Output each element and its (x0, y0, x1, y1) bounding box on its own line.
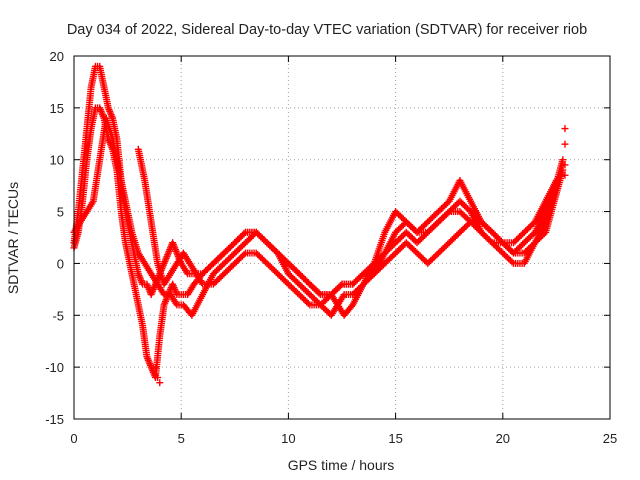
data-point (240, 230, 248, 238)
data-point (444, 209, 452, 217)
data-point (508, 258, 516, 266)
x-tick-label: 5 (178, 431, 185, 446)
series-track-D (134, 145, 560, 309)
data-point (559, 156, 567, 164)
y-tick-label: 15 (50, 101, 64, 116)
y-tick-label: -5 (52, 308, 64, 323)
x-tick-label: 20 (496, 431, 510, 446)
data-point (315, 289, 323, 297)
data-point (240, 251, 248, 259)
y-tick-label: -10 (45, 360, 64, 375)
plot-frame (73, 55, 611, 420)
x-axis-label: GPS time / hours (288, 457, 395, 473)
data-point (154, 374, 162, 382)
data-point (561, 171, 569, 179)
y-axis-label: SDTVAR / TECUs (5, 182, 21, 294)
data-point (487, 237, 495, 245)
x-tick-label: 15 (388, 431, 402, 446)
data-point (336, 282, 344, 290)
data-point (552, 176, 560, 184)
data-point (561, 140, 569, 148)
y-tick-label: 10 (50, 153, 64, 168)
series-outliers (151, 125, 569, 387)
y-tick-label: 20 (50, 49, 64, 64)
data-point (412, 227, 420, 235)
data-point (561, 161, 569, 169)
data-point (358, 271, 366, 279)
y-tick-label: 0 (57, 256, 64, 271)
data-point (465, 219, 473, 227)
data-point (304, 299, 312, 307)
x-tick-label: 10 (281, 431, 295, 446)
data-point (540, 230, 548, 238)
data-point (151, 363, 159, 371)
data-point (156, 379, 164, 387)
grid (74, 56, 610, 419)
chart-title: Day 034 of 2022, Sidereal Day-to-day VTE… (67, 22, 587, 38)
data-point (497, 237, 505, 245)
y-tick-label: -15 (45, 412, 64, 427)
data-points (70, 62, 569, 387)
y-tick-label: 5 (57, 205, 64, 220)
data-point (561, 125, 569, 133)
data-point (559, 166, 567, 174)
x-tick-label: 0 (70, 431, 77, 446)
series-track-C (70, 114, 560, 319)
x-tick-label: 25 (603, 431, 617, 446)
